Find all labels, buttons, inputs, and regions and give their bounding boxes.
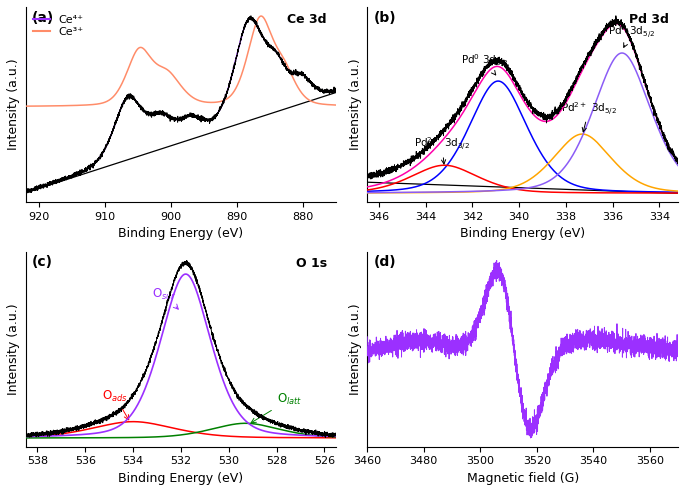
Text: O$_{sur}$: O$_{sur}$ <box>152 287 178 309</box>
Y-axis label: Intensity (a.u.): Intensity (a.u.) <box>7 59 20 151</box>
Text: (a): (a) <box>32 11 54 25</box>
Text: Ce 3d: Ce 3d <box>288 13 327 26</box>
Text: Pd$^0$ 3d$_{3/2}$: Pd$^0$ 3d$_{3/2}$ <box>461 52 508 75</box>
Text: (b): (b) <box>373 11 396 25</box>
Text: O$_{ads}$: O$_{ads}$ <box>102 389 129 420</box>
Text: (d): (d) <box>373 255 396 270</box>
Text: Pd$^0$ 3d$_{5/2}$: Pd$^0$ 3d$_{5/2}$ <box>608 24 655 47</box>
Text: Pd 3d: Pd 3d <box>629 13 669 26</box>
Text: O 1s: O 1s <box>296 257 327 271</box>
Text: (c): (c) <box>32 255 53 270</box>
X-axis label: Magnetic field (G): Magnetic field (G) <box>466 472 579 485</box>
Text: Pd$^{2+}$ 3d$_{3/2}$: Pd$^{2+}$ 3d$_{3/2}$ <box>414 135 470 164</box>
Y-axis label: Intensity (a.u.): Intensity (a.u.) <box>7 304 20 395</box>
Text: O$_{latt}$: O$_{latt}$ <box>251 392 302 423</box>
Legend: Ce⁴⁺, Ce³⁺: Ce⁴⁺, Ce³⁺ <box>31 12 86 39</box>
X-axis label: Binding Energy (eV): Binding Energy (eV) <box>460 227 585 241</box>
X-axis label: Binding Energy (eV): Binding Energy (eV) <box>119 472 243 485</box>
Text: Pd$^{2+}$ 3d$_{5/2}$: Pd$^{2+}$ 3d$_{5/2}$ <box>561 100 617 132</box>
Y-axis label: Intensity (a.u.): Intensity (a.u.) <box>349 59 362 151</box>
X-axis label: Binding Energy (eV): Binding Energy (eV) <box>119 227 243 241</box>
Y-axis label: Intensity (a.u.): Intensity (a.u.) <box>349 304 362 395</box>
